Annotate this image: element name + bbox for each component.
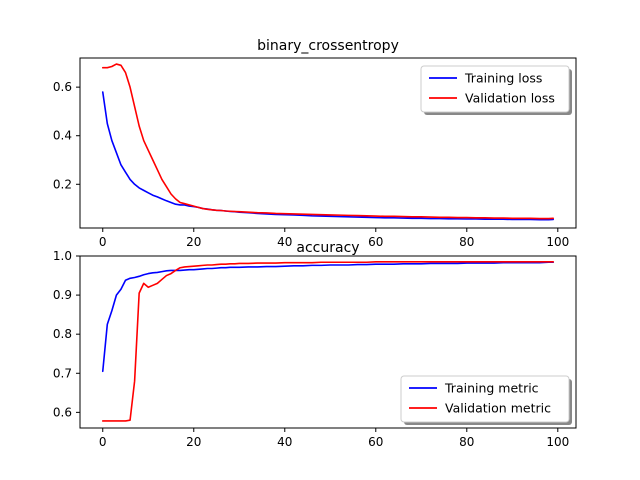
accuracy-y-tick-label: 0.8 [53,327,72,341]
accuracy-series-line-1 [101,261,555,422]
loss-series-line-1 [101,63,555,220]
loss-y-tick-label: 0.4 [53,129,72,143]
loss-axes-frame [79,57,577,229]
loss-legend-label-1: Validation loss [465,91,555,106]
loss-x-tick-label: 0 [99,235,107,249]
accuracy-x-tick-label: 40 [277,435,292,449]
accuracy-y-tick-label: 1.0 [53,249,72,263]
accuracy-x-tick-label: 0 [99,435,107,449]
accuracy-series-line-0 [101,261,555,373]
loss-x-tick-label: 60 [368,235,383,249]
accuracy-legend-box [400,375,570,423]
accuracy-x-tick-label: 60 [368,435,383,449]
accuracy-y-tick-label: 0.6 [53,405,72,419]
loss-series-line-0 [101,91,555,221]
accuracy-chart-title: accuracy [296,240,359,256]
loss-chart: binary_crossentropy 0 20 40 60 80 100 0.2 0.4 0.… [53,38,577,249]
loss-chart-title: binary_crossentropy [257,38,399,54]
loss-legend-label-0: Training loss [464,71,542,86]
loss-legend-box [420,65,570,113]
loss-x-tick-label: 80 [459,235,474,249]
accuracy-x-tick-label: 100 [546,435,569,449]
loss-y-tick-label: 0.6 [53,80,72,94]
loss-x-tick-label: 20 [186,235,201,249]
loss-x-tick-label: 100 [546,235,569,249]
accuracy-x-tick-label: 80 [459,435,474,449]
accuracy-y-tick-label: 0.9 [53,288,72,302]
loss-x-tick-label: 40 [277,235,292,249]
accuracy-y-tick-label: 0.7 [53,366,72,380]
loss-y-tick-label: 0.2 [53,177,72,191]
accuracy-x-tick-label: 20 [186,435,201,449]
accuracy-axes-frame [79,255,577,429]
accuracy-legend-label-0: Training metric [444,381,539,396]
accuracy-legend-label-1: Validation metric [445,401,551,416]
accuracy-chart: accuracy 0 20 40 60 80 100 0.6 0.7 0.8 0.9 1.0 Tra… [53,240,577,449]
